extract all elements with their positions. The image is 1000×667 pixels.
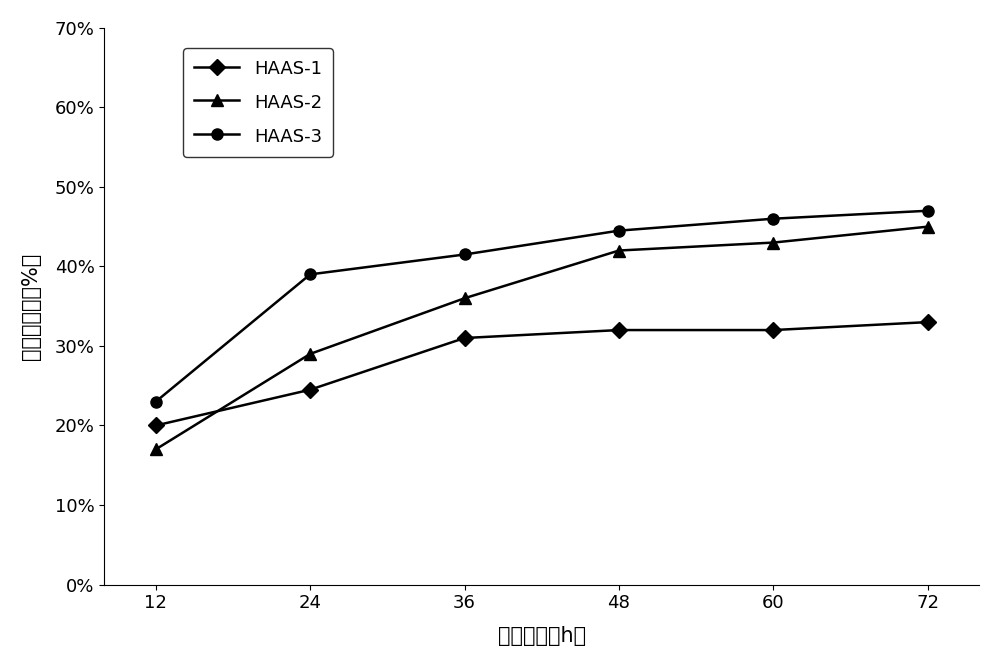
HAAS-1: [922, 318, 934, 326]
Legend: HAAS-1, HAAS-2, HAAS-3: HAAS-1, HAAS-2, HAAS-3: [183, 48, 333, 157]
HAAS-3: [150, 398, 162, 406]
HAAS-3: [922, 207, 934, 215]
HAAS-2: [613, 247, 625, 255]
HAAS-2: [459, 294, 471, 302]
Y-axis label: 氨气降解率（%）: 氨气降解率（%）: [21, 253, 41, 360]
HAAS-3: [304, 270, 316, 278]
HAAS-1: [613, 326, 625, 334]
HAAS-2: [150, 446, 162, 454]
HAAS-1: [767, 326, 779, 334]
Line: HAAS-1: HAAS-1: [150, 317, 933, 431]
HAAS-1: [459, 334, 471, 342]
Line: HAAS-2: HAAS-2: [150, 220, 934, 456]
HAAS-3: [767, 215, 779, 223]
HAAS-2: [922, 223, 934, 231]
HAAS-3: [613, 227, 625, 235]
HAAS-2: [767, 239, 779, 247]
HAAS-1: [304, 386, 316, 394]
Line: HAAS-3: HAAS-3: [150, 205, 933, 407]
HAAS-2: [304, 350, 316, 358]
HAAS-3: [459, 251, 471, 259]
HAAS-1: [150, 422, 162, 430]
X-axis label: 培养时间（h）: 培养时间（h）: [498, 626, 586, 646]
